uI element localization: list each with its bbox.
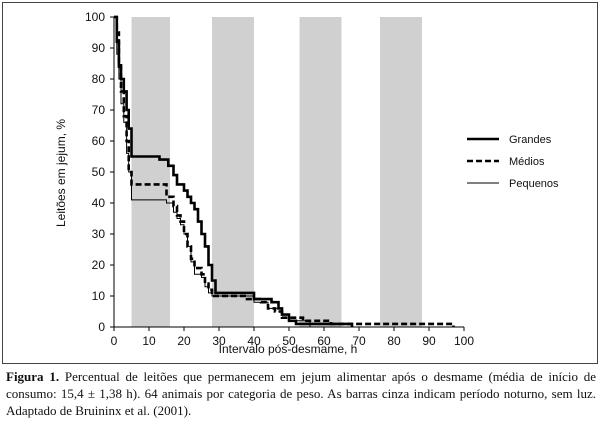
x-tick-label-40: 40 bbox=[247, 334, 261, 348]
survival-chart: 0 10 20 30 40 50 60 70 80 90 100 0 10 20 30 40 50 60 70 80 9… bbox=[54, 10, 559, 356]
series-line-3 bbox=[114, 16, 311, 327]
x-tick-label-100: 100 bbox=[454, 334, 474, 348]
x-tick-label-50: 50 bbox=[282, 334, 296, 348]
x-tick-label-80: 80 bbox=[387, 334, 401, 348]
chart-series bbox=[114, 15, 455, 327]
chart-axes bbox=[110, 16, 465, 331]
y-tick-label-70: 70 bbox=[92, 103, 106, 117]
night-band-4 bbox=[380, 17, 422, 327]
x-axis-title: Intervalo pós-desmame, h bbox=[219, 342, 358, 356]
y-tick-label-20: 20 bbox=[92, 258, 106, 272]
figure-caption: Figura 1. Percentual de leitões que perm… bbox=[6, 368, 596, 419]
x-tick-label-90: 90 bbox=[422, 334, 436, 348]
y-tick-label-90: 90 bbox=[92, 41, 106, 55]
y-tick-label-0: 0 bbox=[98, 320, 105, 334]
x-tick-label-30: 30 bbox=[212, 334, 226, 348]
night-bands bbox=[131, 17, 422, 327]
x-tick-label-70: 70 bbox=[352, 334, 366, 348]
figure-frame: 0 10 20 30 40 50 60 70 80 90 100 0 10 20 30 40 50 60 70 80 9… bbox=[2, 2, 598, 364]
x-tick-label-0: 0 bbox=[111, 334, 118, 348]
legend-label-pequenos: Pequenos bbox=[509, 178, 559, 190]
night-band-3 bbox=[299, 17, 342, 327]
legend-label-medios: Médios bbox=[509, 156, 545, 168]
series-line-1 bbox=[114, 15, 354, 327]
y-tick-label-40: 40 bbox=[92, 196, 106, 210]
x-tick-label-20: 20 bbox=[177, 334, 191, 348]
x-tick-label-10: 10 bbox=[142, 334, 156, 348]
chart-tick-labels: 0 10 20 30 40 50 60 70 80 90 100 0 10 20 30 40 50 60 70 80 9… bbox=[85, 10, 474, 348]
night-band-1 bbox=[131, 17, 170, 327]
caption-text: Percentual de leitões que permanecem em … bbox=[6, 369, 596, 418]
x-tick-label-60: 60 bbox=[317, 334, 331, 348]
y-tick-label-30: 30 bbox=[92, 227, 106, 241]
y-axis-title: Leitões em jejum, % bbox=[54, 119, 68, 227]
legend-label-grandes: Grandes bbox=[509, 134, 552, 146]
y-tick-label-80: 80 bbox=[92, 72, 106, 86]
y-tick-label-50: 50 bbox=[92, 165, 106, 179]
y-tick-label-100: 100 bbox=[85, 10, 105, 24]
y-tick-label-10: 10 bbox=[92, 289, 106, 303]
caption-label: Figura 1. bbox=[6, 369, 60, 384]
y-tick-label-60: 60 bbox=[92, 134, 106, 148]
night-band-2 bbox=[212, 17, 254, 327]
legend: Grandes Médios Pequenos bbox=[467, 134, 559, 190]
